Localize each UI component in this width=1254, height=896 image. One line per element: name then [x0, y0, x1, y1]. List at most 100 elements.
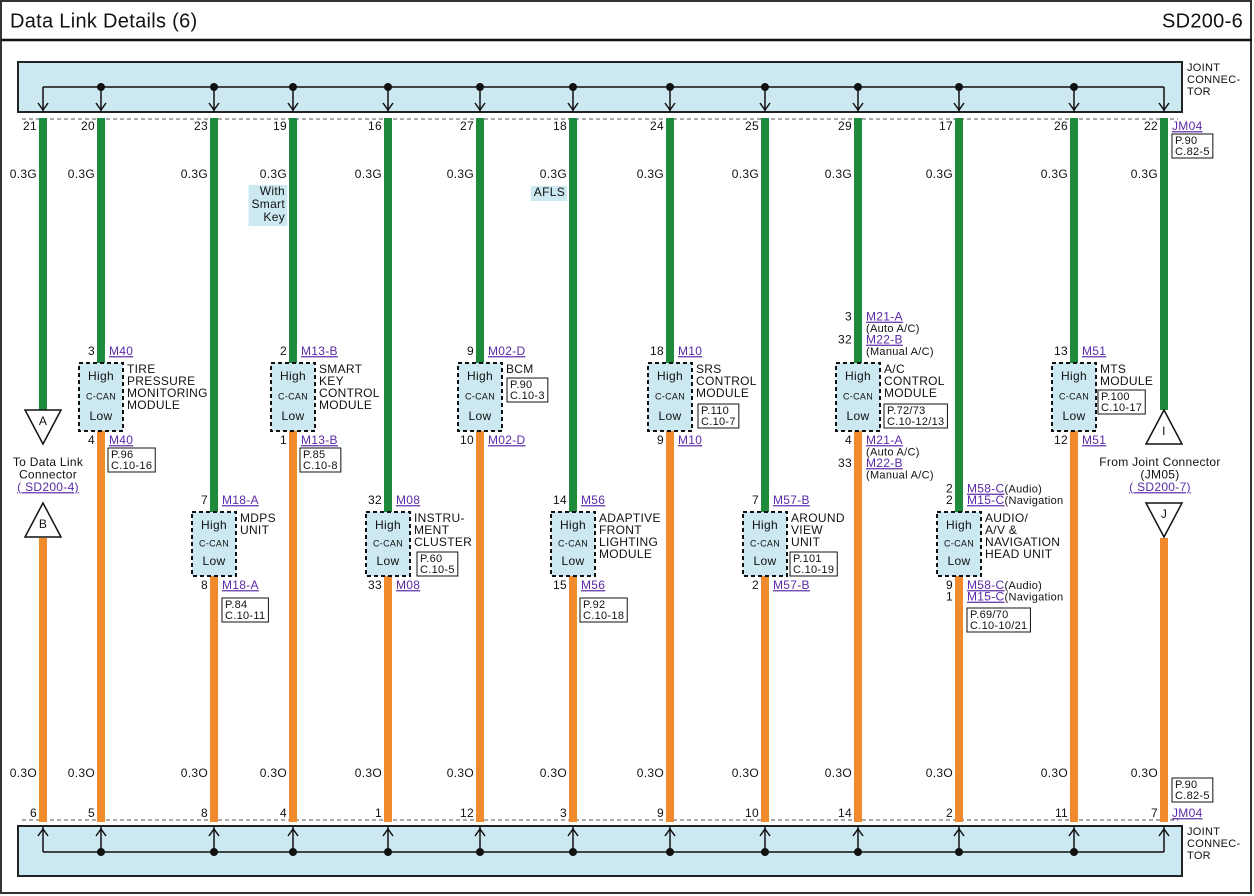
- page-ref: P.90: [1175, 779, 1197, 791]
- pin-number: 2: [946, 482, 953, 496]
- wires: [39, 118, 1168, 822]
- can-high-label: High: [375, 518, 401, 532]
- pin-arrow: [95, 102, 107, 112]
- module-name: A/C: [884, 362, 905, 376]
- page-ref: P.101: [793, 553, 822, 565]
- can-bus-label: C-CAN: [199, 538, 229, 548]
- pin-arrow: [208, 102, 220, 112]
- can-low-label: Low: [203, 554, 226, 568]
- module-name: AUDIO/: [985, 511, 1029, 525]
- joint-label: CONNEC-: [1187, 74, 1240, 86]
- module-name: AROUND: [791, 511, 845, 525]
- pin-arrow: [664, 827, 676, 837]
- pin-number: 9: [467, 344, 474, 358]
- module-box: [835, 362, 881, 432]
- page-ref-box: [1097, 389, 1146, 415]
- page-ref-box: [299, 447, 342, 473]
- can-low-label: Low: [659, 409, 682, 423]
- page-ref: C.10-5: [420, 564, 455, 576]
- pin-arrow: [852, 827, 864, 837]
- connector-symbol: [23, 501, 63, 538]
- page-ref: P.84: [225, 599, 247, 611]
- connector-id: M51: [1082, 433, 1106, 447]
- can-bus-label: C-CAN: [944, 538, 974, 548]
- pin-arrow: [95, 827, 107, 837]
- pin-number: 15: [553, 578, 567, 592]
- wire-note-bg: [530, 186, 567, 201]
- pin-arrow: [208, 827, 220, 837]
- connector-id: JM04: [1172, 119, 1203, 133]
- wire-spec: 0.3G: [825, 167, 852, 181]
- connector-id: M40: [109, 433, 133, 447]
- page-ref-box: [1171, 777, 1214, 803]
- wire-spec: 0.3G: [260, 167, 287, 181]
- pin-arrow: [287, 827, 299, 837]
- wire-spec: 0.3G: [732, 167, 759, 181]
- can-high-label: High: [1061, 369, 1087, 383]
- top-pin: 22: [1144, 119, 1158, 133]
- joint-label: TOR: [1187, 86, 1211, 98]
- pin-number: 4: [88, 433, 95, 447]
- can-low-label: Low: [377, 554, 400, 568]
- wire-note: AFLS: [534, 185, 565, 199]
- wire-note: Smart: [251, 197, 285, 211]
- module-box: [270, 362, 316, 432]
- page-ref: C.10-10/21: [970, 620, 1027, 632]
- connector-text: (JM05): [1140, 468, 1179, 482]
- connector-symbol: [1144, 502, 1184, 539]
- can-low-label: Low: [948, 554, 971, 568]
- pin-arrow: [287, 102, 299, 112]
- pin-number: 1: [946, 590, 953, 604]
- module-name: MONITORING: [127, 386, 208, 400]
- top-pin: 17: [939, 119, 953, 133]
- wire-spec: 0.3G: [181, 167, 208, 181]
- wire-note-bg: [248, 185, 288, 226]
- connector-id: M02-D: [488, 344, 526, 358]
- connector-note: (Navigation: [1005, 495, 1064, 507]
- connector-id: M22-B: [866, 456, 903, 470]
- page-ref-box: [697, 403, 740, 429]
- can-low-label: Low: [282, 409, 305, 423]
- connector-note: (Auto A/C): [866, 446, 920, 458]
- module-name: LIGHTING: [599, 535, 658, 549]
- can-low-label: Low: [754, 554, 777, 568]
- can-low-label: Low: [1063, 409, 1086, 423]
- module-box: [191, 511, 237, 577]
- can-low-label: Low: [469, 409, 492, 423]
- bottom-pin: 8: [201, 806, 208, 820]
- can-bus-label: C-CAN: [278, 391, 308, 401]
- connector-id: M57-B: [773, 493, 810, 507]
- connector-id: M15-C: [967, 493, 1005, 507]
- module-box: [1051, 362, 1097, 432]
- connector-symbol: [1144, 408, 1184, 445]
- connector-id: M10: [678, 344, 702, 358]
- pin-number: 2: [280, 344, 287, 358]
- connector-letter: I: [1162, 424, 1166, 438]
- module-name: MODULE: [696, 386, 749, 400]
- page-ref: P.110: [701, 405, 729, 417]
- module-name: MODULE: [599, 547, 652, 561]
- module-name: MODULE: [1100, 374, 1153, 388]
- wire-spec: 0.3G: [10, 167, 37, 181]
- bottom-pin: 10: [745, 806, 759, 820]
- can-high-label: High: [845, 369, 871, 383]
- module-name: CLUSTER: [414, 535, 472, 549]
- top-pin: 26: [1054, 119, 1068, 133]
- wire-spec: 0.3G: [68, 167, 95, 181]
- can-bus-label: C-CAN: [1059, 391, 1089, 401]
- pin-arrow: [1068, 827, 1080, 837]
- pin-arrow: [37, 827, 49, 837]
- wire-spec: 0.3G: [540, 167, 567, 181]
- bottom-pin: 6: [30, 806, 37, 820]
- pin-number: 33: [368, 578, 382, 592]
- page-ref: C.10-8: [303, 460, 338, 472]
- connector-id: M13-B: [301, 433, 338, 447]
- can-high-label: High: [201, 518, 227, 532]
- pin-number: 9: [657, 433, 664, 447]
- wire-spec: 0.3O: [1131, 766, 1158, 780]
- connector-id: M21-A: [866, 433, 903, 447]
- connector-id: M58-C: [967, 482, 1005, 496]
- page-ref: C.10-12/13: [887, 416, 944, 428]
- pin-arrow: [474, 102, 486, 112]
- pin-arrow: [664, 102, 676, 112]
